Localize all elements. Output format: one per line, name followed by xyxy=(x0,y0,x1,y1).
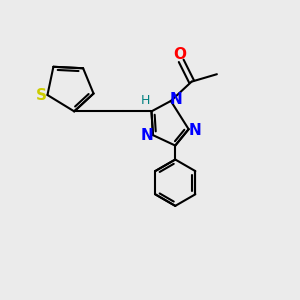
Text: O: O xyxy=(173,47,186,62)
Text: N: N xyxy=(141,128,153,142)
Text: H: H xyxy=(141,94,150,107)
Text: S: S xyxy=(35,88,46,103)
Text: N: N xyxy=(170,92,182,107)
Text: N: N xyxy=(188,123,201,138)
